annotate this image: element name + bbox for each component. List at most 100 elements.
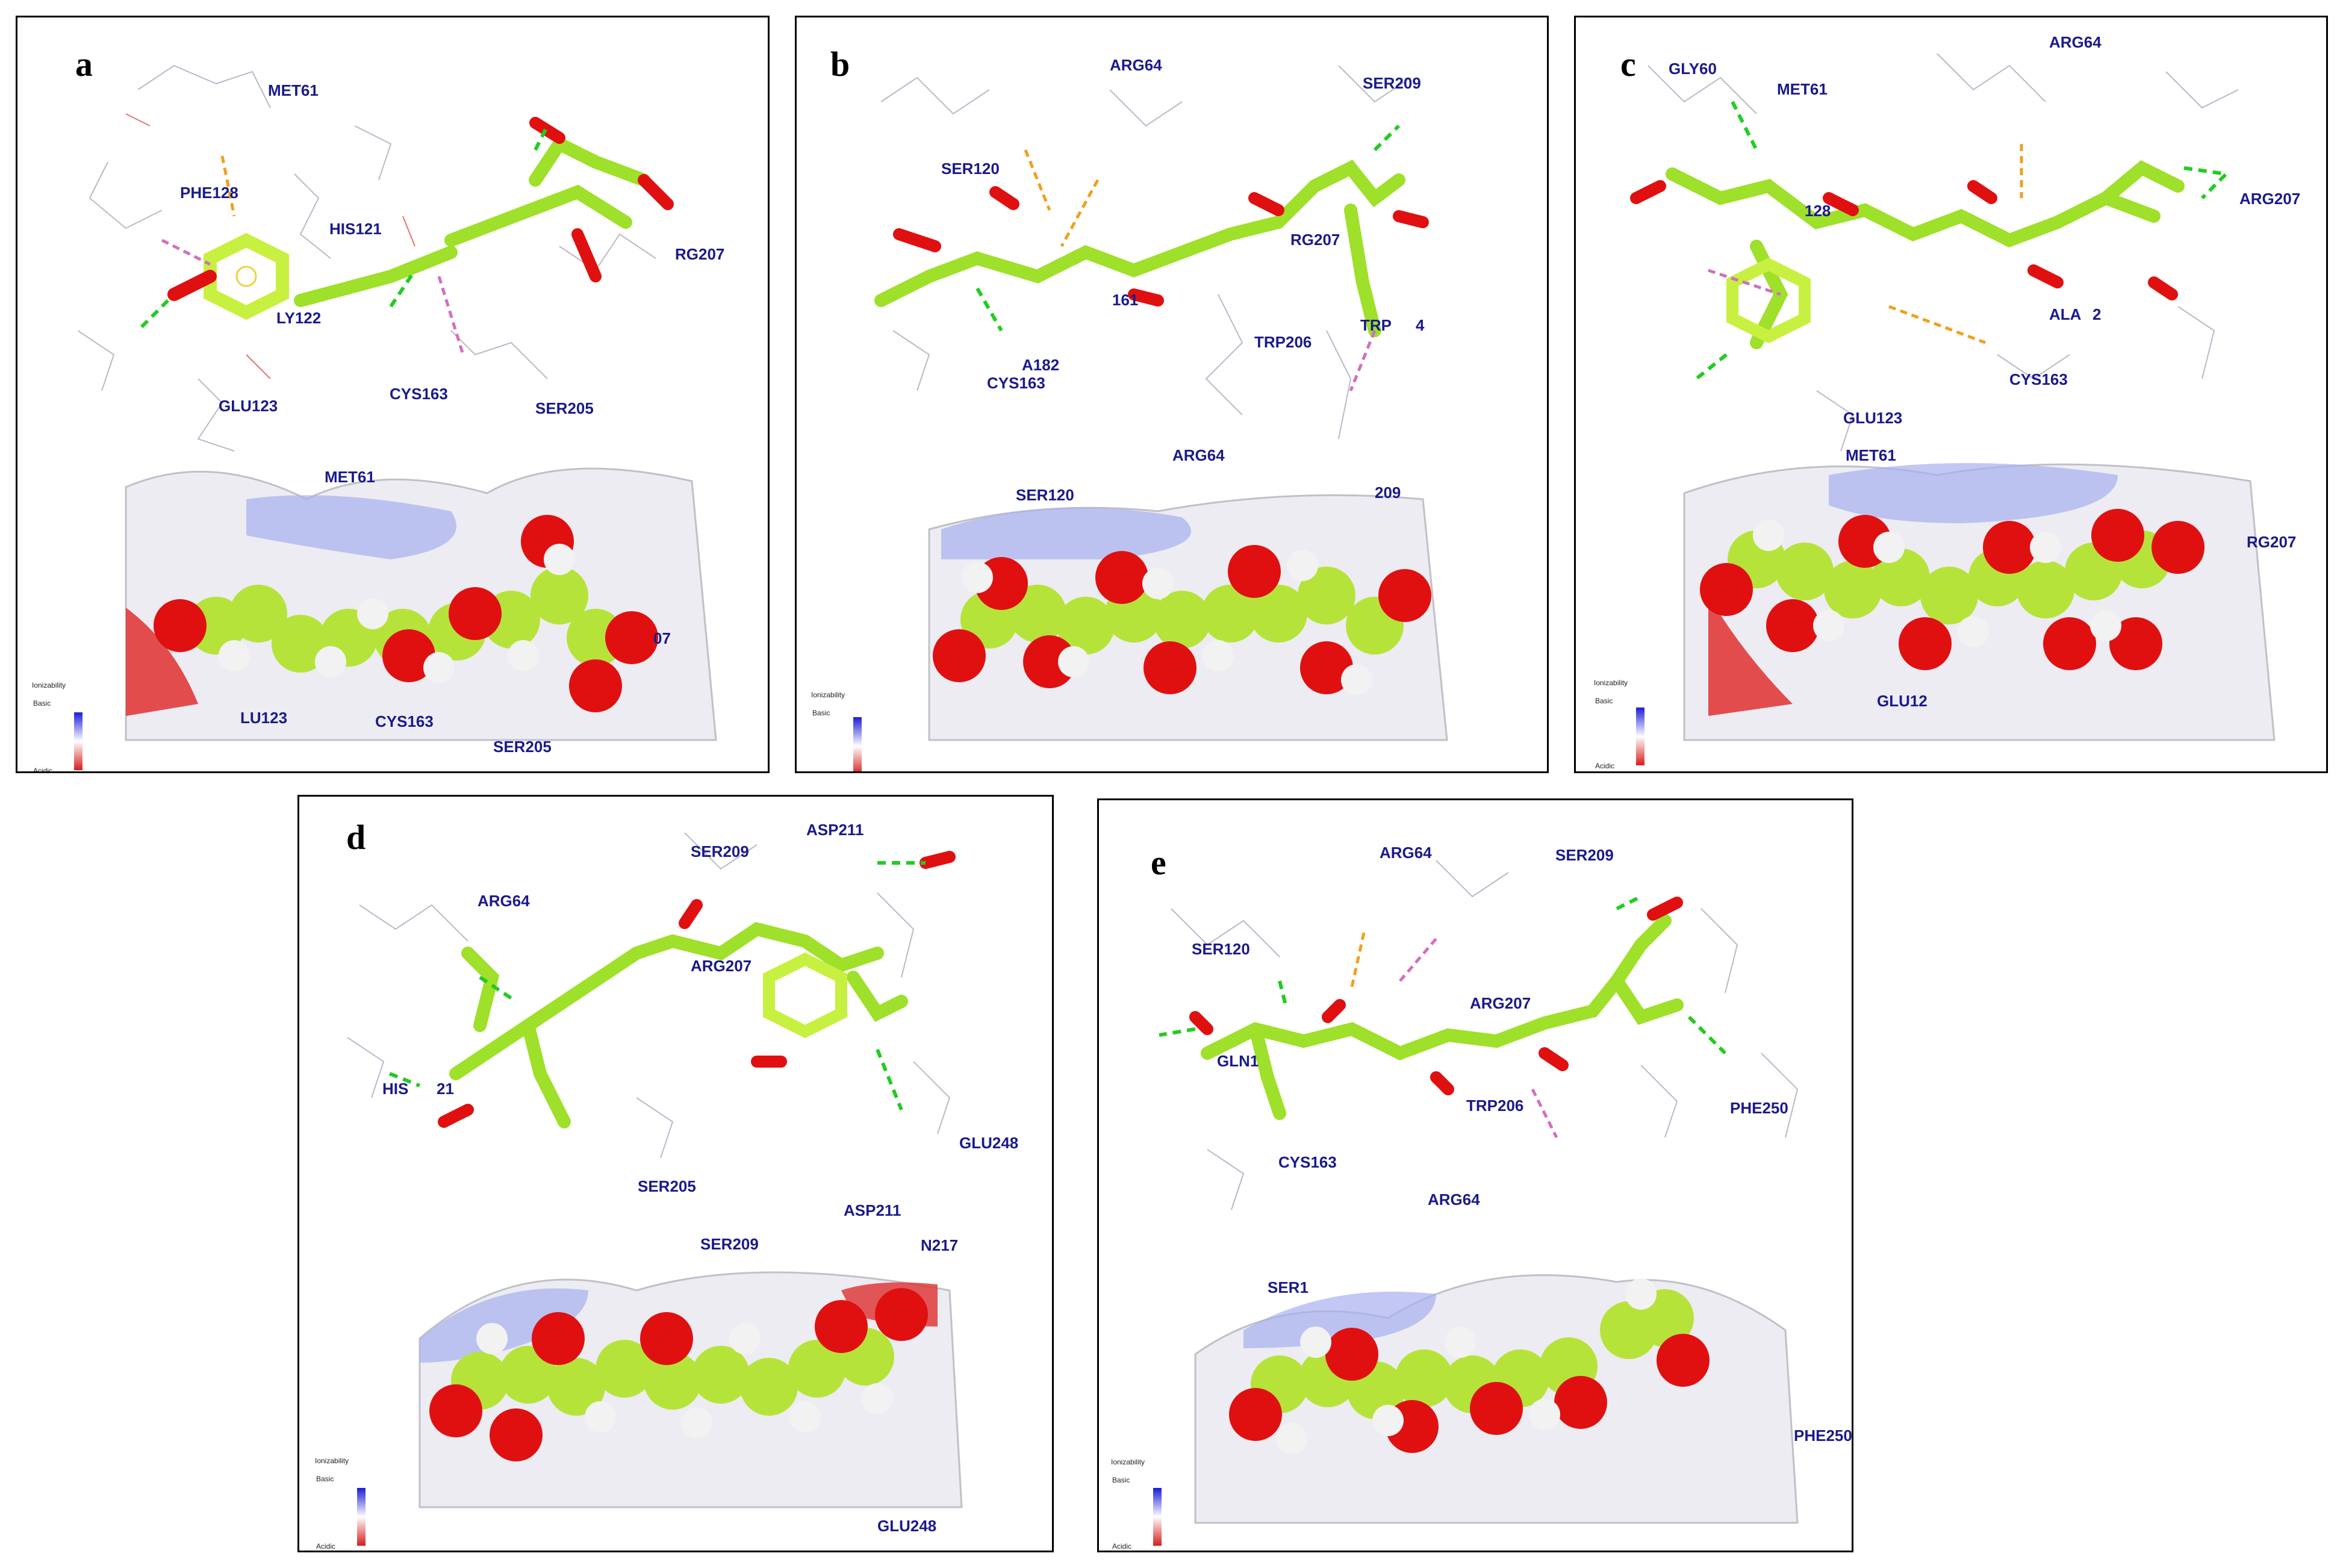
residue-label: SER209 bbox=[1555, 846, 1614, 864]
residue-label: ARG64 bbox=[2049, 33, 2102, 51]
residue-label: SER205 bbox=[493, 738, 552, 756]
legend-gradient-bar bbox=[1153, 1488, 1162, 1546]
residue-label: LU123 bbox=[240, 709, 288, 727]
residue-label: 2 bbox=[2092, 305, 2102, 323]
panel-c: c ARG64 GLY60 MET61 128 ARG207 ALA 2 CYS… bbox=[1574, 16, 2328, 773]
legend-gradient-bar bbox=[74, 712, 82, 770]
residue-label: CYS163 bbox=[987, 374, 1045, 392]
residue-label: TRP bbox=[1360, 316, 1392, 334]
ligand-stick bbox=[444, 184, 632, 247]
residue-wireframe bbox=[77, 64, 656, 452]
residue-label: 128 bbox=[1805, 202, 1831, 220]
residue-label: ARG207 bbox=[1470, 994, 1531, 1012]
residue-label: GLY60 bbox=[1669, 60, 1717, 78]
panel-e-graphic bbox=[1159, 860, 1799, 1524]
residue-label: N217 bbox=[921, 1236, 959, 1254]
residue-label: MET61 bbox=[325, 468, 375, 486]
panel-b: b ARG64 SER209 SER120 RG207 A182 161 TRP… bbox=[795, 16, 1549, 773]
legend-basic: Basic bbox=[1595, 697, 1613, 705]
legend-acidic: Acidic bbox=[812, 771, 832, 773]
residue-label: LY122 bbox=[276, 309, 322, 327]
panel-a-graphic bbox=[77, 64, 717, 741]
residue-label: 21 bbox=[437, 1080, 454, 1098]
legend-gradient-bar bbox=[1636, 708, 1644, 765]
legend-acidic: Acidic bbox=[1595, 762, 1615, 770]
panel-d-graphic bbox=[347, 832, 963, 1508]
residue-label: SER209 bbox=[691, 842, 749, 860]
residue-label: ARG64 bbox=[1172, 446, 1225, 464]
residue-label: RG207 bbox=[2247, 533, 2297, 551]
panel-letter: d bbox=[346, 818, 366, 857]
residue-label: ARG64 bbox=[1428, 1190, 1480, 1209]
residue-label: TRP206 bbox=[1254, 333, 1312, 351]
residue-label: PHE128 bbox=[180, 184, 238, 202]
legend-title: Ionizability bbox=[315, 1457, 349, 1465]
residue-label: ARG207 bbox=[2239, 190, 2301, 208]
spacefill-ligand bbox=[154, 515, 658, 712]
residue-label: MET61 bbox=[1846, 446, 1896, 464]
residue-label: PHE250 bbox=[1794, 1426, 1852, 1445]
residue-label: CYS163 bbox=[375, 712, 434, 730]
ligand-ring bbox=[204, 232, 289, 320]
residue-label: ASP211 bbox=[806, 821, 864, 839]
residue-label: GLU248 bbox=[877, 1517, 937, 1535]
residue-label: SER120 bbox=[941, 160, 1000, 178]
residue-label: SER209 bbox=[1363, 74, 1421, 92]
residue-label: GLU12 bbox=[1877, 692, 1928, 710]
legend-gradient-bar bbox=[853, 717, 862, 771]
residue-label: SER120 bbox=[1192, 940, 1250, 958]
residue-label: 4 bbox=[1416, 316, 1425, 334]
legend-acidic: Acidic bbox=[316, 1542, 336, 1551]
panel-c-graphic bbox=[1630, 53, 2276, 741]
panel-d: d SER209 ASP211 ARG64 ARG207 HIS 21 GLU2… bbox=[297, 795, 1054, 1552]
residue-label: GLU248 bbox=[959, 1134, 1019, 1152]
residue-label: 209 bbox=[1375, 484, 1401, 502]
residue-label: SER1 bbox=[1268, 1278, 1308, 1296]
panel-a: a MET61 PHE128 HIS121 LY122 RG207 GLU123… bbox=[16, 16, 770, 773]
residue-label: ARG64 bbox=[1110, 56, 1162, 74]
legend-acidic: Acidic bbox=[1112, 1542, 1132, 1551]
residue-label: ARG64 bbox=[478, 892, 530, 910]
residue-label: ASP211 bbox=[844, 1201, 901, 1219]
legend-gradient-bar bbox=[357, 1488, 366, 1546]
residue-label: 07 bbox=[653, 629, 671, 647]
residue-label: RG207 bbox=[675, 245, 725, 263]
residue-label: MET61 bbox=[1777, 80, 1828, 98]
legend-basic: Basic bbox=[1112, 1476, 1130, 1484]
residue-label: TRP206 bbox=[1466, 1097, 1524, 1115]
residue-label: SER205 bbox=[535, 399, 594, 417]
residue-label: CYS163 bbox=[390, 385, 448, 403]
panel-b-graphic bbox=[874, 65, 1448, 741]
residue-label: PHE250 bbox=[1730, 1099, 1788, 1117]
residue-label: HIS bbox=[382, 1080, 409, 1098]
residue-label: GLU123 bbox=[1843, 409, 1903, 427]
hbond-lines bbox=[136, 125, 549, 332]
residue-label: MET61 bbox=[268, 81, 319, 99]
residue-label: ALA bbox=[2049, 305, 2082, 323]
residue-label: ARG64 bbox=[1380, 844, 1432, 862]
panel-letter: c bbox=[1620, 45, 1636, 84]
residue-label: GLN1 bbox=[1217, 1052, 1259, 1070]
residue-label: SER120 bbox=[1016, 486, 1074, 504]
panel-letter: e bbox=[1151, 843, 1166, 882]
residue-label: SER209 bbox=[700, 1235, 759, 1253]
legend-title: Ionizability bbox=[1594, 679, 1628, 687]
legend-title: Ionizability bbox=[32, 681, 66, 689]
residue-label: 161 bbox=[1112, 291, 1139, 309]
panel-letter: a bbox=[75, 45, 93, 84]
residue-label: CYS163 bbox=[1278, 1153, 1337, 1171]
residue-label: A182 bbox=[1022, 356, 1060, 374]
residue-label: GLU123 bbox=[219, 397, 278, 415]
residue-label: HIS121 bbox=[329, 220, 382, 238]
legend-basic: Basic bbox=[33, 699, 51, 708]
residue-label: CYS163 bbox=[2009, 370, 2068, 388]
residue-label: SER205 bbox=[638, 1177, 696, 1195]
legend-acidic: Acidic bbox=[33, 767, 53, 773]
panel-e: e ARG64 SER209 SER120 ARG207 GLN1 TRP206… bbox=[1097, 798, 1853, 1552]
residue-label: ARG207 bbox=[691, 957, 752, 975]
residue-label: RG207 bbox=[1290, 231, 1340, 249]
panel-letter: b bbox=[830, 45, 850, 84]
legend-title: Ionizability bbox=[1111, 1458, 1145, 1466]
legend-title: Ionizability bbox=[811, 691, 845, 699]
legend-basic: Basic bbox=[812, 709, 830, 717]
